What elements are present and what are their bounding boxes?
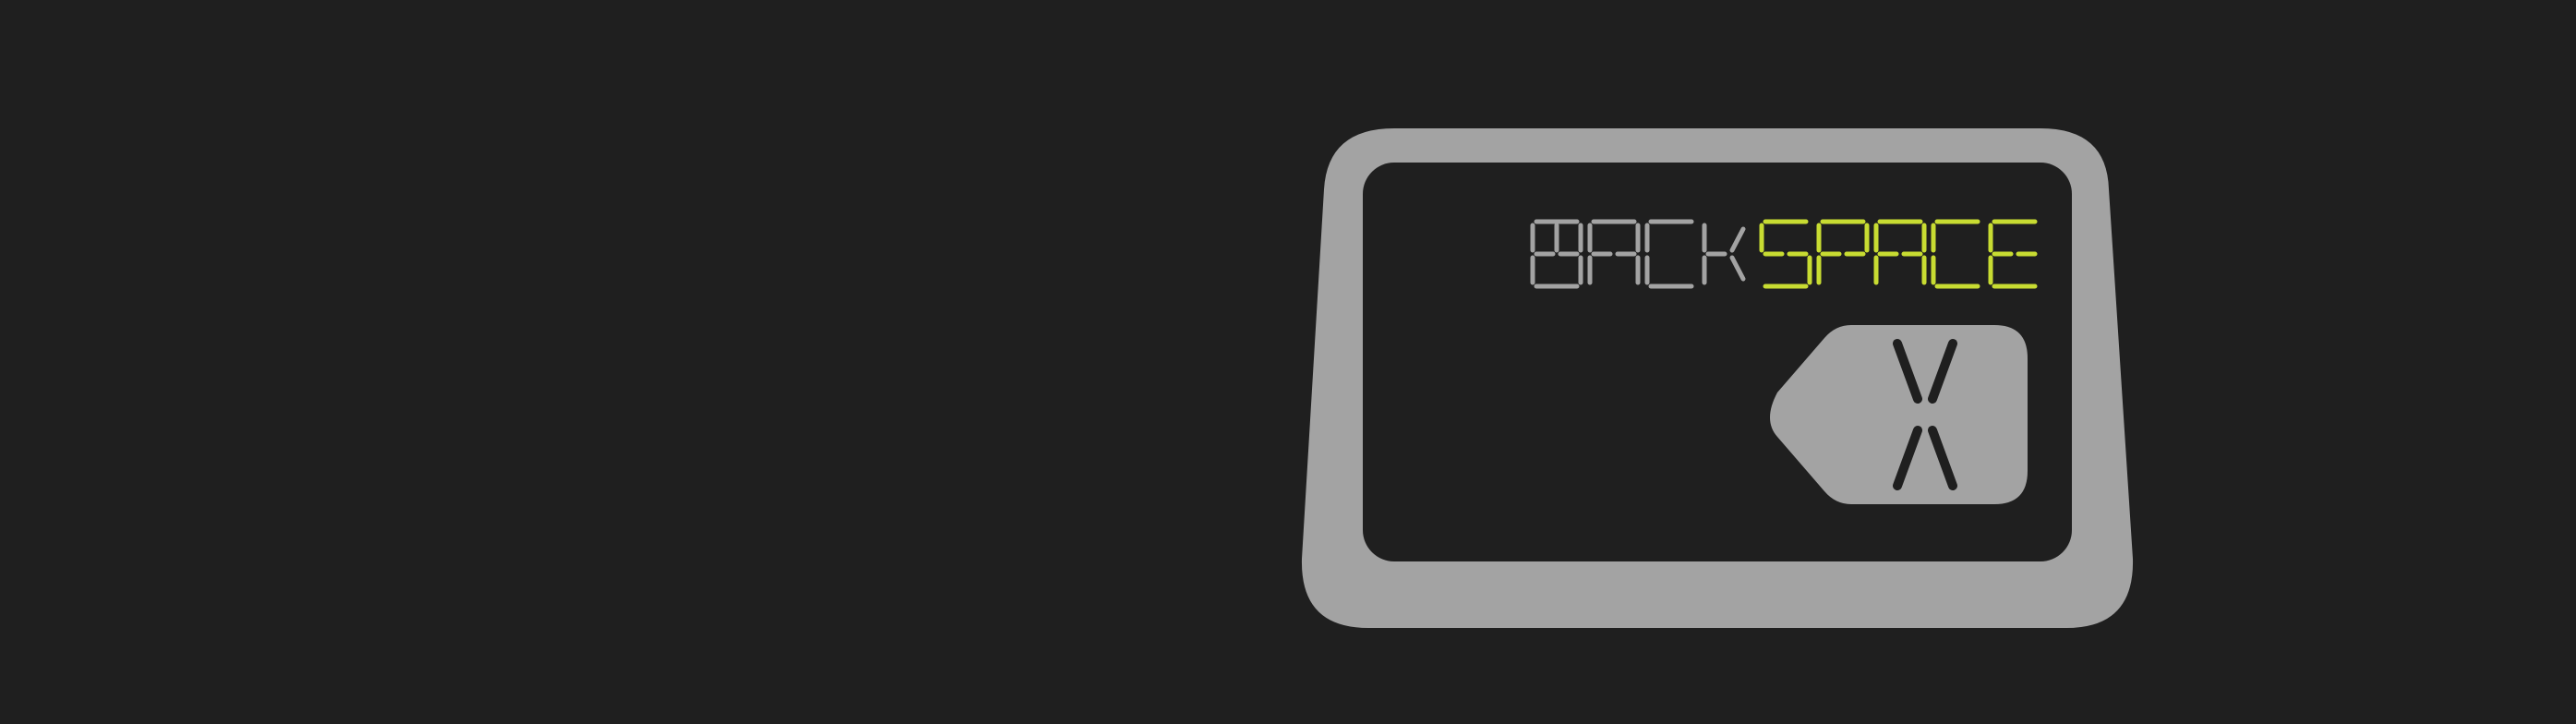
backspace-key-body[interactable] [1770,325,2028,504]
backspace-x-stroke-3 [1893,426,1922,490]
backspace-x-stroke-4 [1928,426,1957,490]
backspace-icon [1893,339,1957,490]
backspace-x-stroke-1 [1893,339,1922,404]
segment-k-m [1729,255,1746,282]
backspace-key[interactable] [1770,325,2028,504]
segment-k-j [1729,226,1746,253]
segment-display [1530,219,2038,289]
backspace-x-stroke-2 [1928,339,1957,404]
